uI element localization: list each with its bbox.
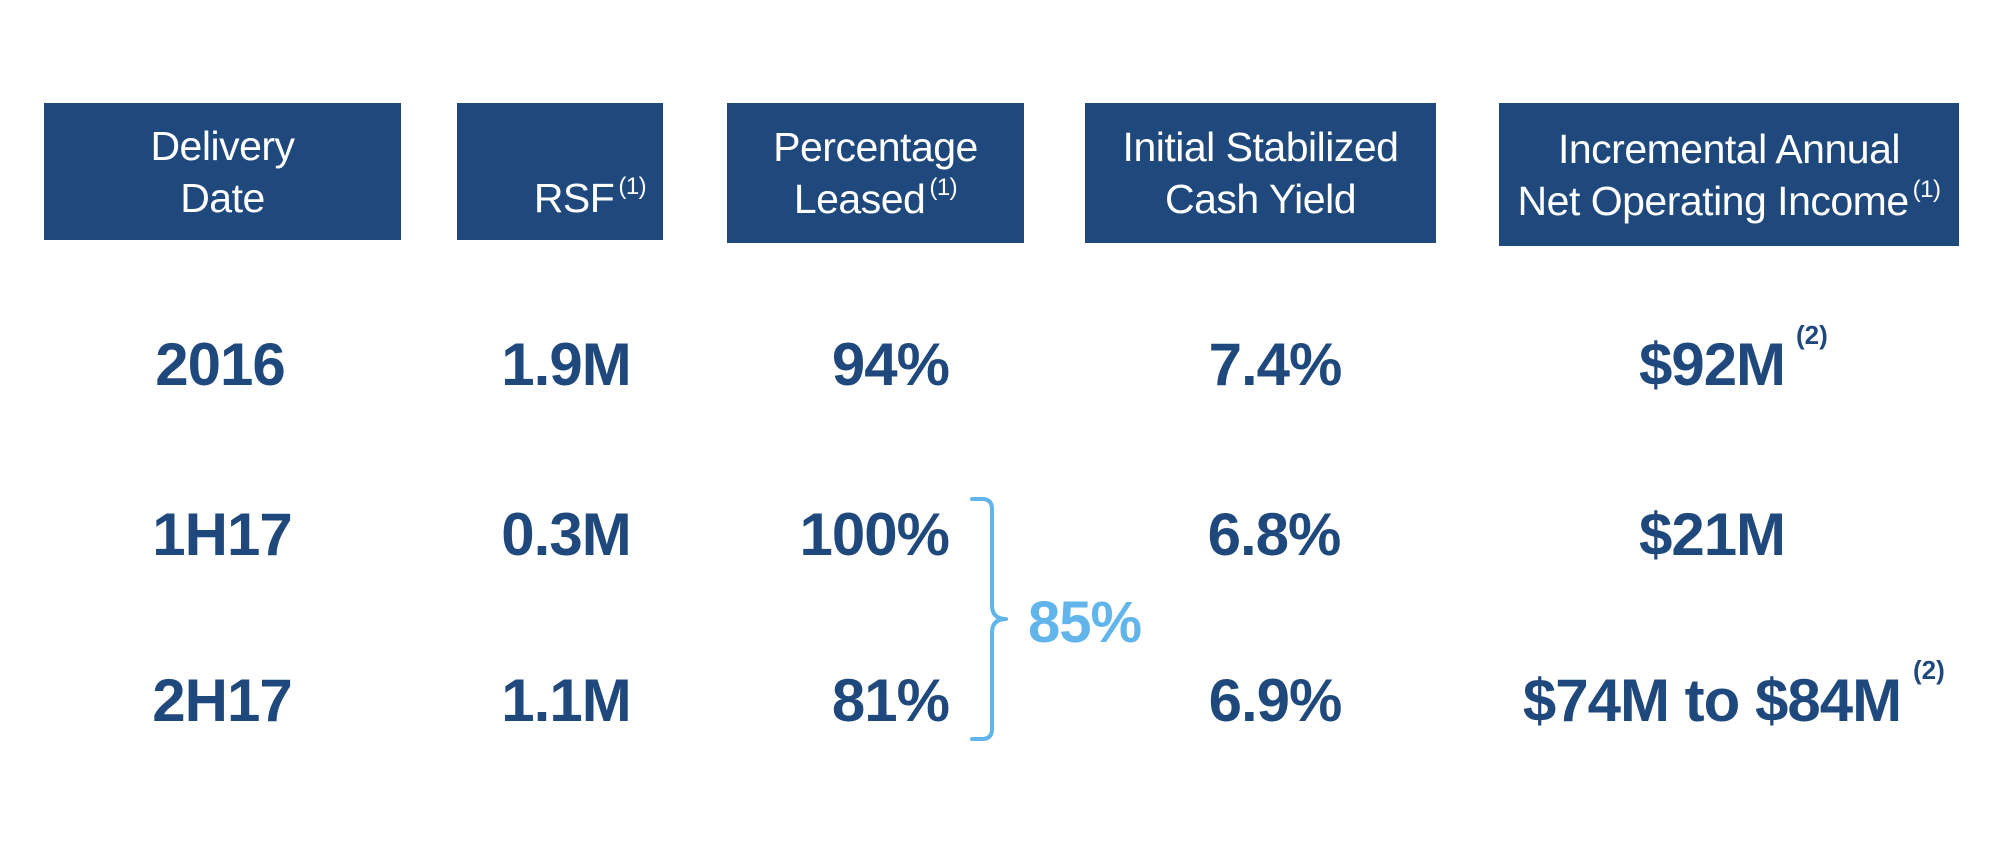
header-incremental-annual-noi: Incremental Annual Net Operating Income(… [1499,103,1959,246]
header-noi-line2: Net Operating Income [1517,177,1910,224]
row-2h17-delivery: 2H17 [152,667,292,734]
row-2016-yield: 7.4% [1208,331,1343,398]
header-initial-stabilized-cash-yield: Initial Stabilized Cash Yield [1085,103,1436,243]
row-1h17-leased: 100% [799,501,950,568]
row-1h17-rsf: 0.3M [501,501,631,568]
header-noi-line1: Incremental Annual [1557,125,1901,172]
header-percentage-leased-line1: Percentage [773,124,978,170]
row-2h17-rsf: 1.1M [501,667,631,734]
header-rsf-label: RSF [533,174,615,221]
combined-2017-leased: 85% [1028,590,1142,655]
row-2016-leased: 94% [831,331,950,398]
row-2016-rsf: 1.9M [501,331,631,398]
header-percentage-leased: Percentage Leased (1) [727,103,1024,243]
row-1h17-noi: $21M [1638,501,1786,568]
header-rsf-footnote: (1) [618,172,647,200]
row-2016-noi-footnote: (2) [1796,320,1828,350]
row-1h17-delivery: 1H17 [152,501,292,568]
row-2016-noi: $92M [1638,331,1786,398]
header-cash-yield-line2: Cash Yield [1164,176,1357,222]
header-percentage-leased-footnote: (1) [929,174,958,201]
row-2h17-noi: $74M to $84M [1522,667,1902,734]
header-cash-yield-line1: Initial Stabilized [1122,124,1399,170]
header-rsf: RSF (1) [457,103,663,240]
header-delivery-date-line2: Date [180,174,265,221]
header-delivery-date: Delivery Date [44,103,401,240]
header-noi-footnote: (1) [1912,175,1941,203]
row-2016-delivery: 2016 [155,331,285,398]
row-2h17-noi-footnote: (2) [1913,655,1945,685]
row-2h17-yield: 6.9% [1208,667,1343,734]
header-delivery-date-line1: Delivery [150,122,295,169]
row-1h17-yield: 6.8% [1207,501,1342,568]
right-brace-icon [970,497,1008,741]
header-percentage-leased-line2: Leased [793,176,926,222]
row-2h17-leased: 81% [831,667,950,734]
